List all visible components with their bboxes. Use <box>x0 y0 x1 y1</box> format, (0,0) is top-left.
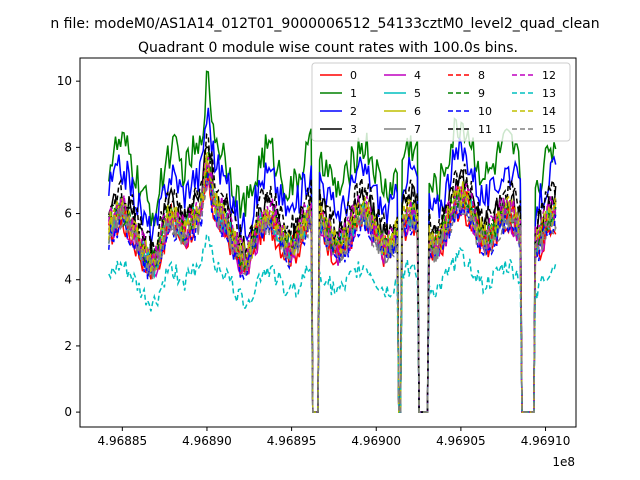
x-tick-label: 4.96910 <box>521 434 571 448</box>
x-tick-label: 4.96885 <box>98 434 148 448</box>
legend-label-15: 15 <box>542 123 556 136</box>
y-tick-label: 0 <box>64 405 72 419</box>
x-axis: 4.96885 4.96890 4.96895 4.96900 4.96905 4.969… <box>98 427 571 448</box>
legend-label-11: 11 <box>478 123 492 136</box>
chart-title: Quadrant 0 module wise count rates with … <box>138 40 518 56</box>
y-tick-label: 8 <box>64 140 72 154</box>
x-tick-label: 4.96895 <box>267 434 317 448</box>
series-line-15 <box>108 181 557 413</box>
legend-label-12: 12 <box>542 69 556 82</box>
series-line-11 <box>108 133 557 413</box>
x-tick-label: 4.96900 <box>351 434 401 448</box>
y-tick-label: 4 <box>64 273 72 287</box>
series-line-2 <box>108 107 557 413</box>
x-tick-label: 4.96905 <box>436 434 486 448</box>
legend-label-7: 7 <box>414 123 421 136</box>
x-offset-label: 1e8 <box>552 455 575 469</box>
plot-frame <box>79 57 577 428</box>
y-tick-label: 2 <box>64 339 72 353</box>
legend-label-3: 3 <box>350 123 357 136</box>
figure-suptitle: n file: modeM0/AS1A14_012T01_9000006512_… <box>50 16 599 32</box>
legend-box <box>311 62 571 142</box>
series-line-13 <box>108 233 557 413</box>
legend-label-10: 10 <box>478 105 492 118</box>
y-tick-label: 6 <box>64 207 72 221</box>
series-line-0 <box>108 169 557 413</box>
legend-label-0: 0 <box>350 69 357 82</box>
y-tick-label: 10 <box>57 74 72 88</box>
series-line-10 <box>108 171 557 413</box>
legend-label-8: 8 <box>478 69 485 82</box>
series-line-1 <box>108 70 557 413</box>
legend-label-9: 9 <box>478 87 485 100</box>
legend-label-14: 14 <box>542 105 556 118</box>
legend-label-6: 6 <box>414 105 421 118</box>
y-axis: 0 2 4 6 8 10 <box>57 74 80 419</box>
legend-label-4: 4 <box>414 69 421 82</box>
series-layer <box>108 70 557 413</box>
legend-label-13: 13 <box>542 87 556 100</box>
legend-label-2: 2 <box>350 105 357 118</box>
legend-label-5: 5 <box>414 87 421 100</box>
x-tick-label: 4.96890 <box>182 434 232 448</box>
legend-label-1: 1 <box>350 87 357 100</box>
